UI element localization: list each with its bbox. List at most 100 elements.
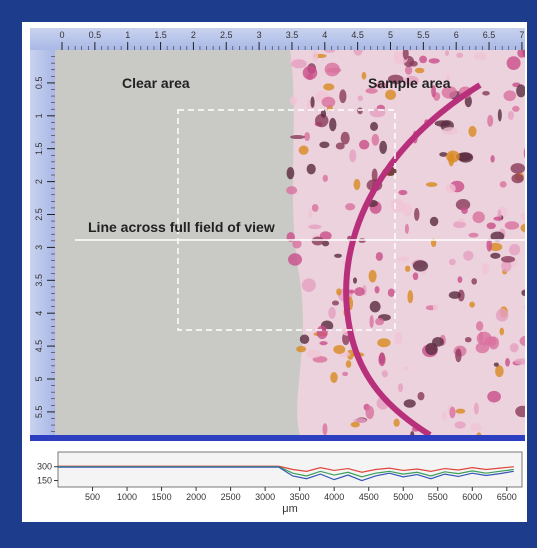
ruler-label: 0.5 <box>34 77 44 90</box>
cell <box>490 231 505 242</box>
sample-label: Sample area <box>368 75 451 91</box>
cell <box>311 236 324 246</box>
cell <box>461 206 468 215</box>
x-tick-label: 1000 <box>117 492 137 502</box>
cell <box>486 222 496 230</box>
cell <box>398 189 408 196</box>
cell <box>404 223 409 234</box>
ruler-label: 2.5 <box>220 30 233 40</box>
ruler-label: 6 <box>454 30 459 40</box>
cell <box>521 289 525 297</box>
ruler-label: 0.5 <box>89 30 102 40</box>
cell <box>369 315 374 329</box>
cell <box>407 290 414 304</box>
cell <box>487 390 501 403</box>
cell <box>290 135 306 140</box>
cell <box>357 95 364 102</box>
cell <box>291 59 307 69</box>
x-tick-label: 3000 <box>255 492 275 502</box>
cell <box>321 240 330 247</box>
cell <box>348 289 355 294</box>
cell <box>419 55 428 64</box>
capsule <box>343 82 482 435</box>
left-ruler <box>30 50 55 435</box>
cell <box>319 341 328 346</box>
ruler-label: 4.5 <box>351 30 364 40</box>
cell <box>425 342 438 356</box>
ruler-label: 3 <box>257 30 262 40</box>
cell <box>475 321 484 331</box>
cell <box>476 432 482 435</box>
cell <box>308 208 313 219</box>
cell <box>308 224 322 230</box>
cell <box>336 288 342 296</box>
cell <box>375 251 383 261</box>
ruler-label: 1 <box>125 30 130 40</box>
cell <box>446 150 460 163</box>
cell <box>339 89 347 104</box>
cell <box>387 288 395 297</box>
cell <box>365 87 378 94</box>
ruler-label: 5.5 <box>417 30 430 40</box>
cell <box>506 56 521 71</box>
cell <box>340 131 350 145</box>
cell <box>482 90 490 96</box>
cell <box>381 370 388 378</box>
cell <box>505 357 510 367</box>
cell <box>512 105 520 112</box>
cell <box>493 362 499 367</box>
cell <box>468 232 479 238</box>
cell <box>412 260 429 272</box>
cell <box>376 82 387 89</box>
cell <box>397 383 404 393</box>
ruler-label: 1 <box>34 113 44 118</box>
cell <box>471 278 478 285</box>
cell <box>306 349 322 358</box>
ruler-label: 3 <box>34 245 44 250</box>
x-tick-label: 6000 <box>462 492 482 502</box>
cell <box>301 278 316 292</box>
cell <box>495 365 504 378</box>
cell <box>402 366 409 371</box>
cell <box>468 125 477 137</box>
cell <box>448 291 461 299</box>
cell <box>375 317 385 326</box>
cell <box>323 83 335 91</box>
cell <box>299 334 310 344</box>
cell <box>394 331 403 345</box>
cell <box>345 203 356 211</box>
cell <box>286 167 295 180</box>
cell <box>359 139 370 150</box>
cell <box>330 371 338 384</box>
cell <box>439 152 448 157</box>
x-tick-label: 5500 <box>428 492 448 502</box>
cell <box>454 421 466 429</box>
cell <box>456 52 464 58</box>
cell <box>312 356 328 363</box>
cell <box>334 253 342 258</box>
cell <box>377 338 391 348</box>
cell <box>370 121 379 132</box>
cell <box>312 50 319 63</box>
cell <box>510 163 525 174</box>
cell <box>390 198 405 213</box>
ruler-label: 3.5 <box>286 30 299 40</box>
cell <box>487 114 494 127</box>
cell <box>464 336 472 343</box>
cell <box>352 277 358 284</box>
cell <box>322 423 328 435</box>
cell <box>429 216 439 227</box>
x-tick-label: 5000 <box>393 492 413 502</box>
cell <box>385 89 397 101</box>
x-axis-label: μm <box>282 503 298 515</box>
ruler-label: 2 <box>34 179 44 184</box>
cell <box>371 168 378 182</box>
cell <box>369 300 381 313</box>
cell <box>353 178 361 191</box>
cell <box>335 142 345 150</box>
cell <box>402 203 413 217</box>
ruler-label: 5 <box>388 30 393 40</box>
cell <box>499 327 505 336</box>
cell <box>342 371 349 377</box>
cell <box>414 207 420 221</box>
